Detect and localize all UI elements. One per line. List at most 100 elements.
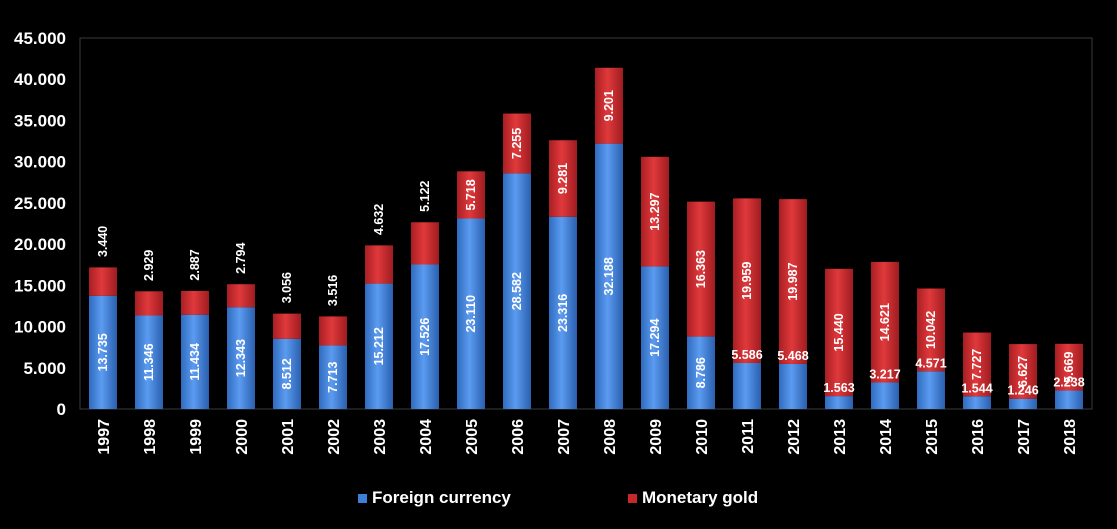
bar-monetary-gold <box>227 284 255 308</box>
x-tick-label: 2018 <box>1062 419 1079 455</box>
x-tick-label: 2017 <box>1016 419 1033 455</box>
data-label-monetary-gold: 5.669 <box>1062 351 1076 382</box>
data-label-foreign-currency: 5.586 <box>731 348 762 362</box>
x-tick-label: 2001 <box>280 419 297 455</box>
bar-monetary-gold <box>1009 344 1037 399</box>
data-label-foreign-currency: 2.238 <box>1053 376 1084 390</box>
y-tick-label: 40.000 <box>14 70 66 89</box>
data-label-foreign-currency: 17.526 <box>418 318 432 356</box>
y-tick-label: 10.000 <box>14 318 66 337</box>
data-label-foreign-currency: 23.316 <box>556 294 570 332</box>
data-label-monetary-gold: 3.056 <box>280 272 294 303</box>
y-tick-label: 20.000 <box>14 235 66 254</box>
bar-monetary-gold <box>273 313 301 339</box>
x-tick-label: 2016 <box>970 419 987 455</box>
data-label-monetary-gold: 7.255 <box>510 128 524 159</box>
x-tick-label: 1998 <box>142 419 159 455</box>
data-label-monetary-gold: 4.632 <box>372 204 386 235</box>
bar-foreign-currency <box>365 283 393 409</box>
y-tick-label: 35.000 <box>14 111 66 130</box>
bar-foreign-currency <box>181 314 209 409</box>
data-label-monetary-gold: 3.516 <box>326 275 340 306</box>
legend-label-monetary-gold: Monetary gold <box>642 488 759 507</box>
bar-monetary-gold <box>1055 343 1083 391</box>
bar-foreign-currency <box>135 315 163 409</box>
legend-foreign-currency: Foreign currency <box>358 486 511 510</box>
data-label-foreign-currency: 4.571 <box>915 356 946 370</box>
x-tick-label: 2003 <box>372 419 389 455</box>
data-label-foreign-currency: 7.713 <box>326 362 340 393</box>
legend-label-foreign-currency: Foreign currency <box>372 488 511 507</box>
bar-foreign-currency <box>549 216 577 409</box>
data-label-monetary-gold: 5.718 <box>464 179 478 210</box>
plot-border <box>79 37 1093 410</box>
data-label-foreign-currency: 1.563 <box>823 381 854 395</box>
x-tick-label: 1999 <box>188 419 205 455</box>
data-label-monetary-gold: 15.440 <box>832 313 846 351</box>
data-label-foreign-currency: 12.343 <box>234 339 248 377</box>
bar-monetary-gold <box>457 171 485 219</box>
y-tick-label: 15.000 <box>14 276 66 295</box>
data-label-monetary-gold: 5.122 <box>418 181 432 212</box>
y-tick-label: 25.000 <box>14 194 66 213</box>
bar-foreign-currency <box>227 307 255 409</box>
x-tick-label: 2013 <box>832 419 849 455</box>
x-tick-label: 2002 <box>326 419 343 455</box>
bar-foreign-currency <box>733 362 761 409</box>
bar-monetary-gold <box>411 222 439 265</box>
bar-monetary-gold <box>733 198 761 363</box>
bar-monetary-gold <box>963 332 991 397</box>
bar-foreign-currency <box>1009 398 1037 409</box>
data-label-monetary-gold: 2.929 <box>142 250 156 281</box>
bar-monetary-gold <box>503 113 531 174</box>
bar-foreign-currency <box>871 382 899 409</box>
data-label-foreign-currency: 1.544 <box>961 381 992 395</box>
data-label-foreign-currency: 28.582 <box>510 272 524 310</box>
data-label-foreign-currency: 3.217 <box>869 367 900 381</box>
bar-monetary-gold <box>319 316 347 346</box>
y-tick-label: 0 <box>57 400 66 419</box>
legend-swatch-foreign-currency <box>358 493 367 503</box>
bar-foreign-currency <box>595 143 623 410</box>
data-label-foreign-currency: 17.294 <box>648 319 662 357</box>
x-tick-label: 2011 <box>740 419 757 454</box>
legend-monetary-gold: Monetary gold <box>628 486 758 510</box>
x-tick-label: 2008 <box>602 419 619 455</box>
bar-foreign-currency <box>457 218 485 409</box>
bar-foreign-currency <box>319 345 347 409</box>
bar-foreign-currency <box>1055 390 1083 409</box>
data-label-monetary-gold: 16.363 <box>694 250 708 288</box>
bar-monetary-gold <box>687 201 715 337</box>
y-tick-label: 45.000 <box>14 29 66 48</box>
bar-foreign-currency <box>825 396 853 409</box>
x-tick-label: 1997 <box>96 419 113 455</box>
bar-monetary-gold <box>549 140 577 217</box>
x-tick-label: 2007 <box>556 419 573 455</box>
y-tick-label: 5.000 <box>23 359 66 378</box>
data-label-foreign-currency: 32.188 <box>602 257 616 295</box>
data-label-monetary-gold: 9.281 <box>556 163 570 194</box>
bar-monetary-gold <box>825 268 853 397</box>
data-label-monetary-gold: 9.201 <box>602 90 616 121</box>
x-tick-label: 2010 <box>694 419 711 455</box>
bar-monetary-gold <box>917 288 945 372</box>
bar-foreign-currency <box>273 338 301 409</box>
bar-monetary-gold <box>595 67 623 144</box>
y-tick-label: 30.000 <box>14 153 66 172</box>
data-label-foreign-currency: 1.246 <box>1007 384 1038 398</box>
data-label-monetary-gold: 2.794 <box>234 243 248 274</box>
x-tick-label: 2014 <box>878 419 895 455</box>
data-label-monetary-gold: 19.987 <box>786 262 800 300</box>
data-label-foreign-currency: 11.346 <box>142 343 156 381</box>
bar-foreign-currency <box>779 363 807 409</box>
bar-foreign-currency <box>503 173 531 409</box>
bar-monetary-gold <box>181 290 209 315</box>
data-label-monetary-gold: 14.621 <box>878 303 892 341</box>
bar-monetary-gold <box>89 267 117 296</box>
x-tick-label: 2000 <box>234 419 251 455</box>
data-label-foreign-currency: 5.468 <box>777 349 808 363</box>
data-label-foreign-currency: 8.512 <box>280 358 294 389</box>
bar-monetary-gold <box>135 291 163 316</box>
bar-foreign-currency <box>641 266 669 409</box>
